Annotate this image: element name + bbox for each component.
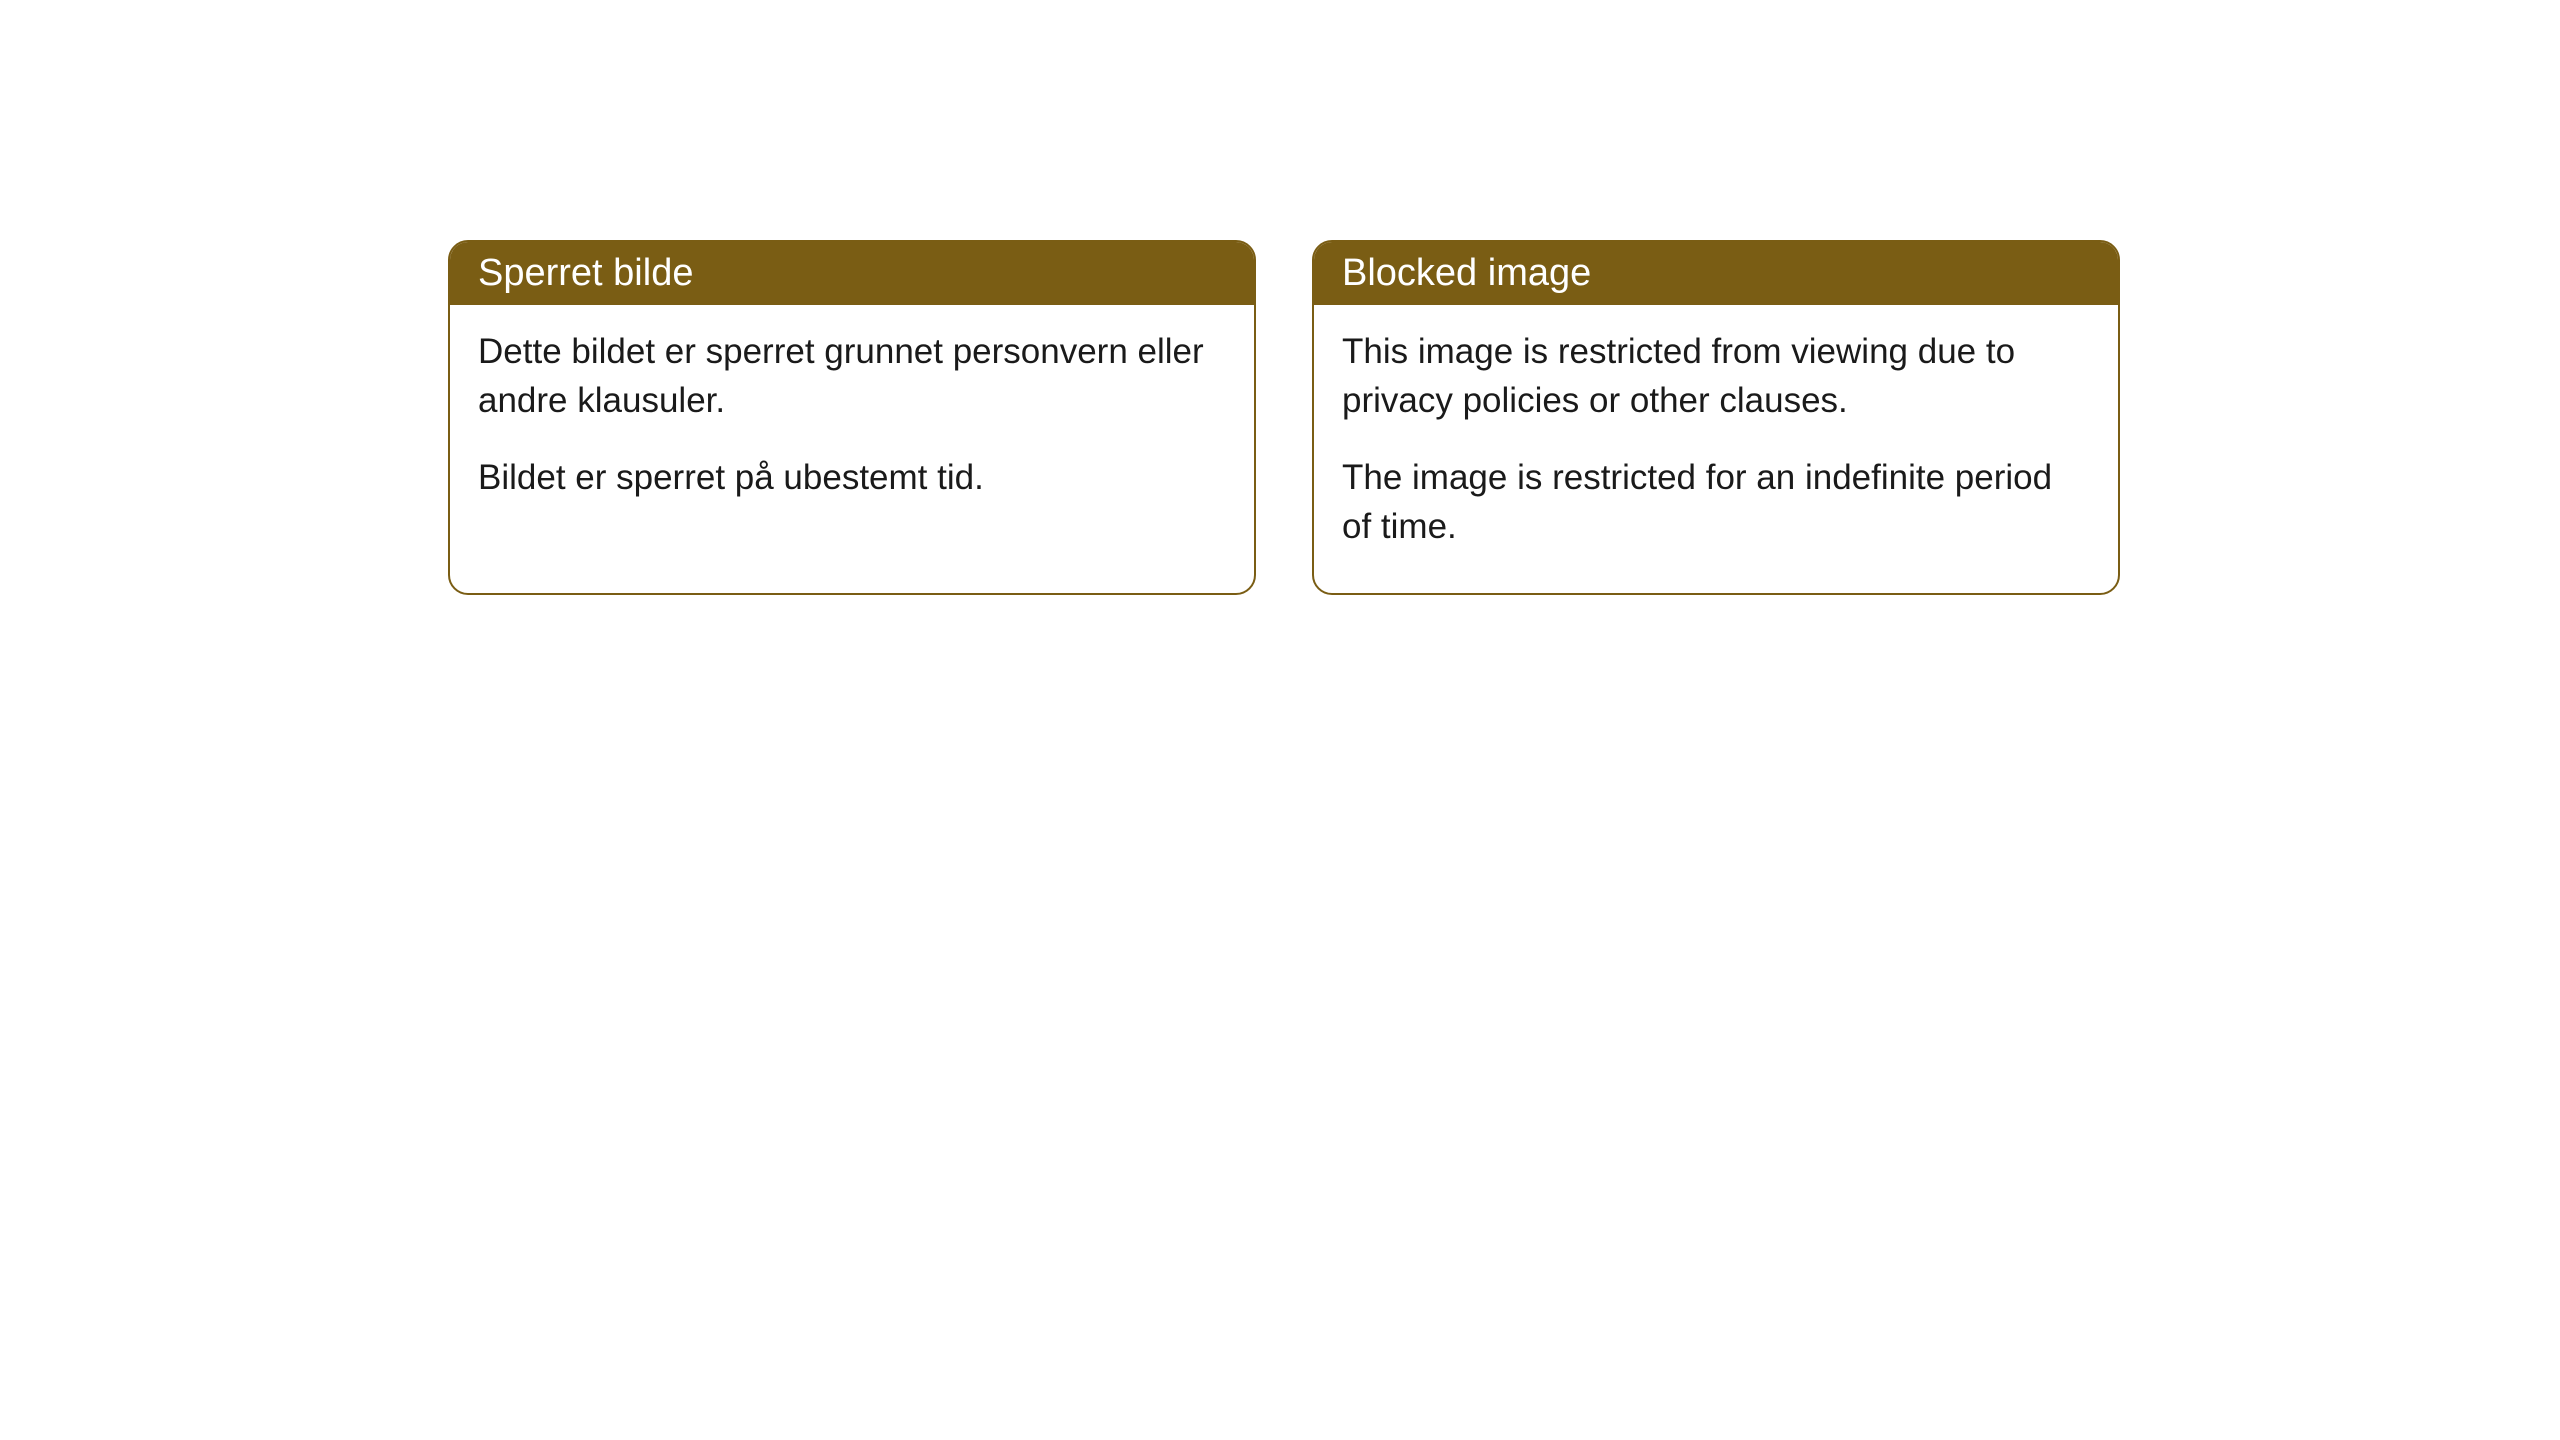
card-header-norwegian: Sperret bilde bbox=[450, 242, 1254, 305]
card-header-english: Blocked image bbox=[1314, 242, 2118, 305]
card-paragraph-1: This image is restricted from viewing du… bbox=[1342, 327, 2090, 425]
notice-cards-container: Sperret bilde Dette bildet er sperret gr… bbox=[448, 240, 2120, 595]
blocked-image-card-norwegian: Sperret bilde Dette bildet er sperret gr… bbox=[448, 240, 1256, 595]
card-body-english: This image is restricted from viewing du… bbox=[1314, 305, 2118, 593]
blocked-image-card-english: Blocked image This image is restricted f… bbox=[1312, 240, 2120, 595]
card-paragraph-2: Bildet er sperret på ubestemt tid. bbox=[478, 453, 1226, 502]
card-paragraph-1: Dette bildet er sperret grunnet personve… bbox=[478, 327, 1226, 425]
card-body-norwegian: Dette bildet er sperret grunnet personve… bbox=[450, 305, 1254, 544]
card-title: Sperret bilde bbox=[478, 252, 693, 294]
card-paragraph-2: The image is restricted for an indefinit… bbox=[1342, 453, 2090, 551]
card-title: Blocked image bbox=[1342, 252, 1591, 294]
